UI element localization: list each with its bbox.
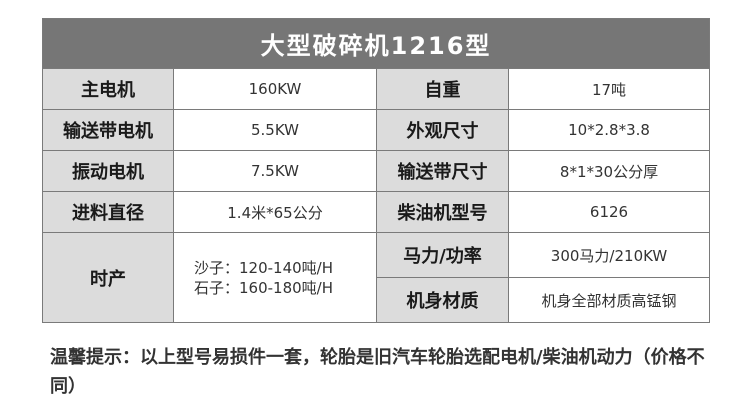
table-title: 大型破碎机1216型 [41,18,711,69]
label-cell: 机身材质 [376,277,509,323]
table-row: 时产 沙子：120-140吨/H 石子：160-180吨/H 马力/功率 300… [42,232,711,323]
sand-output: 沙子：120-140吨/H [194,258,334,277]
label-cell: 输送带尺寸 [376,150,509,192]
output-value: 沙子：120-140吨/H 石子：160-180吨/H [173,232,377,323]
label-cell: 柴油机型号 [376,191,509,233]
label-cell: 进料直径 [42,191,174,233]
label-cell: 自重 [376,68,509,110]
label-cell: 输送带电机 [42,109,174,151]
value-cell: 5.5KW [173,109,377,151]
value-cell: 6126 [507,191,711,233]
spec-table: 大型破碎机1216型 主电机 160KW 自重 17吨 输送带电机 5.5KW … [41,18,711,323]
label-cell: 振动电机 [42,150,174,192]
table-row: 振动电机 7.5KW 输送带尺寸 8*1*30公分厚 [42,150,711,192]
value-cell: 1.4米*65公分 [173,191,377,233]
table-row: 进料直径 1.4米*65公分 柴油机型号 6126 [42,191,711,233]
note-text: 温馨提示：以上型号易损件一套，轮胎是旧汽车轮胎选配电机/柴油机动力（价格不同） [50,347,705,397]
label-cell: 外观尺寸 [376,109,509,151]
table-row: 主电机 160KW 自重 17吨 [42,68,711,110]
label-cell: 马力/功率 [376,232,509,278]
value-cell: 160KW [173,68,377,110]
table-row: 输送带电机 5.5KW 外观尺寸 10*2.8*3.8 [42,109,711,151]
table-row: 机身材质 机身全部材质高锰钢 [43,277,711,323]
value-cell: 7.5KW [173,150,377,192]
output-label: 时产 [42,232,174,323]
stone-output: 石子：160-180吨/H [194,278,334,297]
value-cell: 8*1*30公分厚 [507,150,711,192]
value-cell: 300马力/210KW [507,232,711,278]
value-cell: 机身全部材质高锰钢 [507,277,711,323]
label-cell: 主电机 [42,68,174,110]
value-cell: 10*2.8*3.8 [507,109,711,151]
value-cell: 17吨 [507,68,711,110]
